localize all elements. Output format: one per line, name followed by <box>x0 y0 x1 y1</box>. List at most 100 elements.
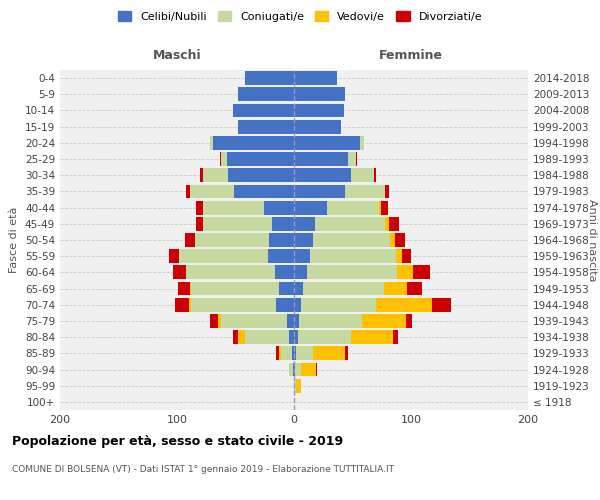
Bar <box>294 168 352 182</box>
Bar <box>210 314 218 328</box>
Bar <box>316 362 317 376</box>
Bar <box>272 217 294 230</box>
Bar <box>277 346 279 360</box>
Bar <box>238 330 245 344</box>
Bar <box>294 298 301 312</box>
Bar <box>296 346 313 360</box>
Bar <box>294 330 298 344</box>
Legend: Celibi/Nubili, Coniugati/e, Vedovi/e, Divorziati/e: Celibi/Nubili, Coniugati/e, Vedovi/e, Di… <box>115 8 485 25</box>
Y-axis label: Fasce di età: Fasce di età <box>10 207 19 273</box>
Bar <box>233 330 238 344</box>
Bar <box>294 120 341 134</box>
Bar <box>346 184 385 198</box>
Bar <box>221 152 227 166</box>
Bar <box>352 168 374 182</box>
Bar <box>203 200 263 214</box>
Bar <box>407 282 422 296</box>
Bar <box>296 379 301 392</box>
Bar <box>235 184 294 198</box>
Bar <box>233 104 294 118</box>
Bar <box>389 217 400 230</box>
Bar <box>394 330 398 344</box>
Bar <box>374 168 376 182</box>
Bar <box>210 136 213 149</box>
Bar <box>221 314 287 328</box>
Bar <box>289 362 293 376</box>
Bar <box>227 152 294 166</box>
Bar <box>279 282 294 296</box>
Bar <box>313 233 390 247</box>
Bar <box>294 346 296 360</box>
Bar <box>268 250 294 263</box>
Bar <box>292 346 294 360</box>
Bar <box>397 266 413 280</box>
Bar <box>301 362 316 376</box>
Bar <box>294 217 315 230</box>
Bar <box>396 250 401 263</box>
Bar <box>213 136 294 149</box>
Bar <box>294 266 307 280</box>
Bar <box>294 379 296 392</box>
Bar <box>275 266 294 280</box>
Bar <box>189 298 191 312</box>
Text: Anni di nascita: Anni di nascita <box>587 198 597 281</box>
Bar <box>352 330 394 344</box>
Bar <box>191 298 277 312</box>
Bar <box>385 184 389 198</box>
Text: Maschi: Maschi <box>152 50 202 62</box>
Bar <box>376 298 432 312</box>
Bar <box>295 362 301 376</box>
Bar <box>390 233 395 247</box>
Text: Femmine: Femmine <box>379 50 443 62</box>
Bar <box>191 282 279 296</box>
Bar <box>359 136 364 149</box>
Bar <box>294 71 337 85</box>
Bar <box>187 266 275 280</box>
Bar <box>245 71 294 85</box>
Bar <box>196 217 203 230</box>
Bar <box>294 136 359 149</box>
Bar <box>301 298 376 312</box>
Bar <box>169 250 179 263</box>
Bar <box>203 168 229 182</box>
Bar <box>218 314 221 328</box>
Bar <box>406 314 412 328</box>
Bar <box>356 152 357 166</box>
Bar <box>190 282 191 296</box>
Bar <box>185 233 194 247</box>
Bar <box>384 282 407 296</box>
Bar <box>307 266 397 280</box>
Bar <box>173 266 187 280</box>
Bar <box>289 330 294 344</box>
Bar <box>315 217 385 230</box>
Bar <box>263 200 294 214</box>
Bar <box>294 184 346 198</box>
Bar <box>238 120 294 134</box>
Bar <box>178 282 190 296</box>
Bar <box>298 330 352 344</box>
Bar <box>304 282 384 296</box>
Bar <box>187 184 190 198</box>
Bar <box>294 362 295 376</box>
Bar <box>294 200 327 214</box>
Bar <box>294 88 346 101</box>
Bar <box>385 217 389 230</box>
Bar <box>294 152 348 166</box>
Bar <box>348 152 356 166</box>
Bar <box>379 200 380 214</box>
Bar <box>401 250 411 263</box>
Bar <box>310 250 396 263</box>
Bar <box>238 88 294 101</box>
Bar <box>196 200 203 214</box>
Bar <box>380 200 388 214</box>
Bar <box>294 233 313 247</box>
Bar <box>245 330 289 344</box>
Bar <box>313 346 346 360</box>
Bar <box>299 314 362 328</box>
Bar <box>395 233 405 247</box>
Text: Popolazione per età, sesso e stato civile - 2019: Popolazione per età, sesso e stato civil… <box>12 435 343 448</box>
Bar <box>277 298 294 312</box>
Bar <box>327 200 379 214</box>
Text: COMUNE DI BOLSENA (VT) - Dati ISTAT 1° gennaio 2019 - Elaborazione TUTTITALIA.IT: COMUNE DI BOLSENA (VT) - Dati ISTAT 1° g… <box>12 465 394 474</box>
Bar <box>279 346 281 360</box>
